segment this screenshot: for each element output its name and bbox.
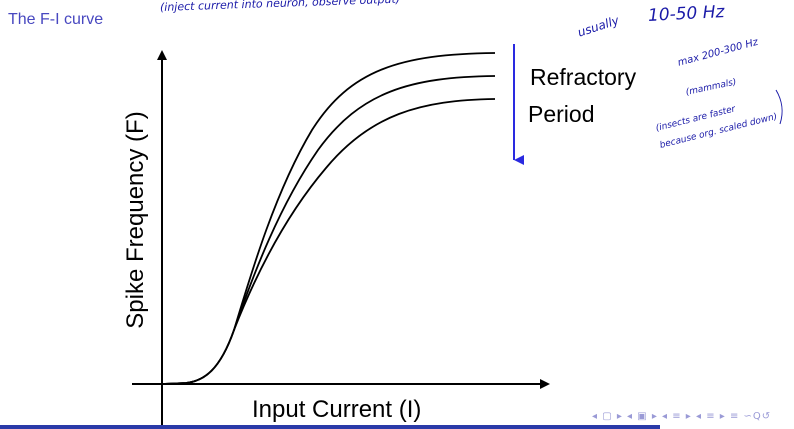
x-axis-label: Input Current (I)	[252, 396, 421, 424]
slide-title: The F-I curve	[8, 11, 103, 29]
refractory-label-line1: Refractory	[530, 64, 636, 91]
fi-curve-middle	[162, 76, 495, 384]
fi-curve-bottom	[162, 99, 495, 384]
y-axis-label: Spike Frequency (F)	[122, 111, 150, 328]
beamer-navigation-icons[interactable]: ◂ ▢ ▸ ◂ ▣ ▸ ◂ ≡ ▸ ◂ ≡ ▸ ≡ ∽Q↺	[592, 411, 771, 422]
handwritten-range: 10-50 Hz	[647, 2, 724, 26]
refractory-label-line2: Period	[528, 101, 594, 128]
footer-bar	[0, 425, 660, 429]
